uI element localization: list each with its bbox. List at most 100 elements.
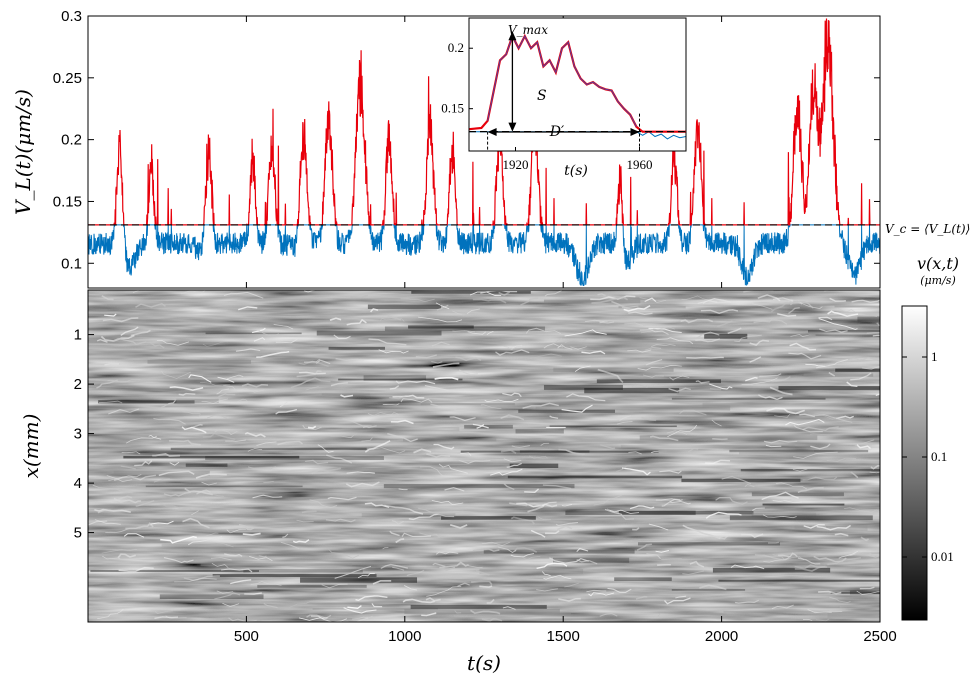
heatmap-y-axis-label: x(mm)	[19, 414, 43, 479]
heatmap-bright-streak	[549, 557, 589, 564]
heatmap-bright-streak	[816, 524, 851, 531]
heatmap-bright-streak	[628, 311, 653, 316]
heatmap-bright-streak	[719, 535, 729, 540]
heatmap-band	[408, 325, 474, 329]
heatmap-bright-streak	[431, 361, 443, 364]
heatmap-bright-streak	[566, 393, 606, 402]
heatmap-bright-streak	[159, 502, 188, 510]
inset-x-tick-label: 1960	[627, 157, 653, 172]
heatmap-bright-streak	[734, 599, 760, 604]
heatmap-band	[739, 450, 815, 455]
heatmap-bright-streak	[679, 409, 707, 416]
heatmap-bright-streak	[850, 471, 859, 479]
heatmap-bright-streak	[418, 507, 455, 518]
heatmap-bright-streak	[118, 566, 154, 572]
heatmap-bright-streak	[279, 400, 295, 408]
heatmap-bright-streak	[792, 468, 808, 472]
heatmap-bright-streak	[371, 603, 383, 608]
heatmap-y-tick-label: 1	[74, 327, 82, 344]
heatmap-bright-streak	[680, 318, 714, 324]
heatmap-bright-streak	[632, 527, 640, 531]
heatmap-bright-streak	[661, 498, 681, 507]
heatmap-bright-streak	[818, 590, 842, 595]
heatmap-bright-streak	[244, 592, 262, 595]
heatmap-x-tick-label: 2500	[863, 628, 896, 645]
heatmap-band	[316, 330, 442, 336]
heatmap-bright-streak	[282, 533, 289, 538]
heatmap-bright-streak	[819, 328, 848, 333]
heatmap-bright-streak	[835, 415, 854, 420]
heatmap-band	[464, 424, 513, 429]
heatmap-bright-streak	[392, 394, 425, 399]
duration-arrow-head-right	[630, 128, 640, 136]
heatmap-bright-streak	[862, 365, 880, 370]
heatmap-bright-streak	[134, 460, 153, 467]
heatmap-bright-streak	[458, 459, 491, 464]
heatmap-bright-streak	[777, 552, 798, 558]
heatmap-bright-streak	[326, 454, 353, 464]
heatmap-bright-streak	[247, 448, 263, 452]
heatmap-bright-streak	[657, 613, 669, 617]
colorbar-unit: (μm/s)	[920, 274, 956, 287]
heatmap-bright-streak	[389, 394, 407, 400]
heatmap-bright-streak	[524, 488, 540, 494]
heatmap-panel: 1 2 3 4 5 500 1000 1500 2000 2500 x(mm) t(s)	[19, 289, 897, 675]
heatmap-bright-streak	[160, 400, 176, 408]
heatmap-band	[718, 579, 880, 582]
heatmap-bright-streak	[432, 562, 446, 568]
heatmap-bright-streak	[521, 353, 562, 361]
heatmap-bright-streak	[181, 426, 207, 434]
heatmap-bright-streak	[148, 434, 162, 440]
heatmap-band	[518, 409, 615, 413]
heatmap-bright-streak	[389, 530, 400, 537]
heatmap-bright-streak	[777, 313, 797, 317]
heatmap-bright-streak	[306, 614, 332, 619]
heatmap-bright-streak	[813, 555, 847, 563]
heatmap-band	[620, 444, 795, 448]
heatmap-bright-streak	[449, 416, 476, 422]
heatmap-bright-streak	[135, 302, 166, 308]
heatmap-bright-streak	[530, 529, 546, 538]
heatmap-bright-streak	[242, 532, 261, 536]
heatmap-bright-streak	[382, 547, 389, 550]
heatmap-band	[436, 612, 572, 615]
heatmap-bright-streak	[289, 600, 319, 608]
heatmap-bright-streak	[600, 444, 616, 449]
heatmap-bright-streak	[609, 509, 640, 514]
heatmap-bright-streak	[178, 392, 196, 396]
heatmap-bright-streak	[292, 539, 310, 544]
heatmap-bright-streak	[514, 546, 538, 553]
heatmap-bright-streak	[667, 424, 698, 438]
heatmap-bright-streak	[290, 377, 331, 389]
heatmap-bright-streak	[425, 597, 441, 602]
heatmap-bright-streak	[102, 555, 121, 560]
heatmap-bright-streak	[641, 416, 657, 422]
heatmap-band	[411, 290, 531, 294]
heatmap-bright-streak	[241, 383, 269, 388]
top-y-tick-label: 0.25	[53, 70, 82, 87]
heatmap-bright-streak	[717, 320, 733, 328]
heatmap-band	[123, 455, 300, 459]
heatmap-bright-streak	[607, 587, 632, 594]
heatmap-bright-streak	[785, 418, 825, 426]
heatmap-bright-streak	[709, 383, 733, 390]
heatmap-bright-streak	[741, 377, 778, 386]
heatmap-band	[871, 621, 880, 622]
heatmap-bright-streak	[878, 325, 880, 326]
heatmap-bright-streak	[749, 356, 762, 363]
heatmap-band	[565, 510, 696, 515]
heatmap-bright-streak	[669, 375, 690, 381]
heatmap-band	[205, 456, 384, 461]
inset-panel: 0.15 0.2 1920 1960 V_max S D′ t(s)	[441, 17, 687, 179]
heatmap-bright-streak	[827, 557, 861, 566]
heatmap-bright-streak	[434, 376, 459, 381]
heatmap-bright-streak	[772, 554, 805, 561]
heatmap-bright-streak	[476, 424, 485, 429]
heatmap-bright-streak	[876, 322, 880, 327]
heatmap-bright-streak	[153, 478, 170, 483]
heatmap-bright-streak	[202, 341, 229, 347]
heatmap-bright-streak	[636, 543, 652, 551]
heatmap-band	[639, 435, 818, 441]
top-y-ticks: 0.1 0.15 0.2 0.25 0.3	[53, 8, 880, 272]
